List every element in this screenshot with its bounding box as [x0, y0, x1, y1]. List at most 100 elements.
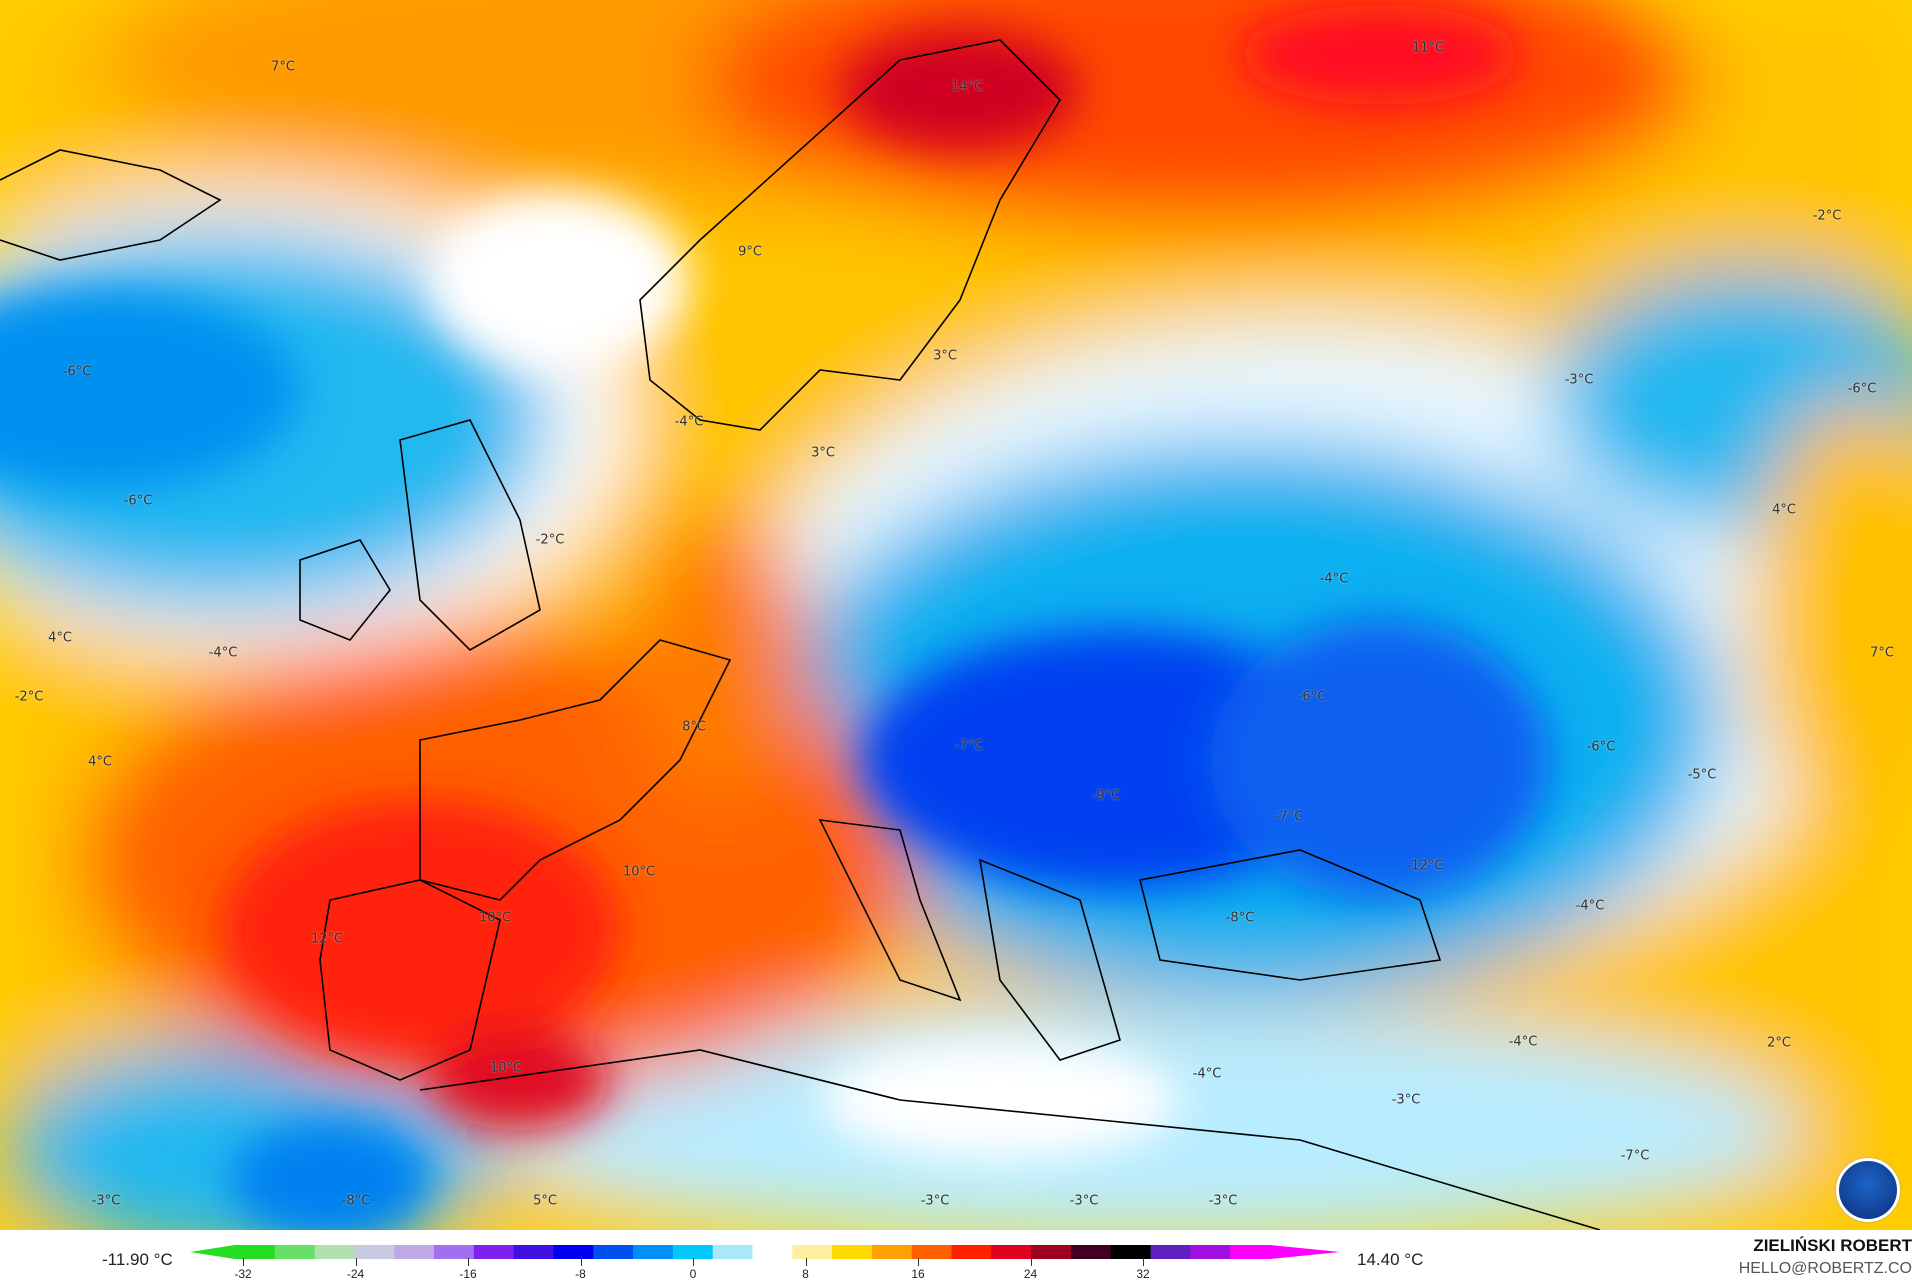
temperature-label: 10°C: [478, 910, 512, 926]
temperature-label: -4°C: [208, 645, 238, 661]
colorbar-swatch: [792, 1245, 833, 1259]
colorbar-swatch: [951, 1245, 992, 1259]
colorbar-swatch: [553, 1245, 594, 1259]
temperature-label: -8°C: [1225, 910, 1255, 926]
colorbar-swatch: [1230, 1245, 1271, 1259]
colorbar-swatch: [593, 1245, 634, 1259]
colorbar-swatch: [434, 1245, 475, 1259]
temperature-label: 10°C: [489, 1060, 523, 1076]
colorbar-swatch: [991, 1245, 1032, 1259]
colorbar-tick-mark: [918, 1258, 919, 1266]
temperature-label: -4°C: [674, 414, 704, 430]
colorbar-swatch: [1190, 1245, 1231, 1259]
temperature-label: 3°C: [811, 445, 835, 461]
temperature-label: -6°C: [1297, 689, 1327, 705]
colorbar-swatch: [633, 1245, 674, 1259]
colorbar-swatch: [314, 1245, 355, 1259]
temperature-field: [0, 0, 1912, 1230]
temperature-label: -5°C: [1687, 767, 1717, 783]
colorbar-tick-label: -32: [234, 1267, 252, 1281]
temperature-label: -4°C: [1575, 898, 1605, 914]
colorbar-tick-label: 24: [1023, 1267, 1038, 1281]
colorbar-tick-label: 8: [802, 1267, 809, 1281]
colorbar-swatch: [513, 1245, 554, 1259]
temperature-label: -7°C: [1620, 1148, 1650, 1164]
temperature-label: 10°C: [622, 864, 656, 880]
temperature-label: -3°C: [91, 1193, 121, 1209]
colorbar-max-arrow: [1270, 1245, 1340, 1259]
colorbar-tick-label: 16: [911, 1267, 925, 1281]
temperature-label: -6°C: [123, 493, 153, 509]
colorbar-tick-mark: [355, 1258, 357, 1266]
colorbar-swatch: [473, 1245, 515, 1259]
colorbar-swatch: [672, 1245, 714, 1259]
temperature-label: -3°C: [1564, 372, 1594, 388]
max-value: 14.40 °C: [1357, 1250, 1424, 1269]
colorbar-tick-mark: [1143, 1258, 1144, 1266]
temperature-anomaly-map: [0, 0, 1912, 1230]
temperature-label: -7°C: [1274, 809, 1304, 825]
temperature-label: 7°C: [271, 59, 295, 75]
colorbar-tick-mark: [693, 1258, 694, 1266]
colorbar-swatch: [354, 1245, 395, 1259]
colorbar-tick-mark: [805, 1258, 807, 1266]
temperature-label: -3°C: [1391, 1092, 1421, 1108]
temperature-label: 5°C: [533, 1193, 557, 1209]
min-value: -11.90 °C: [102, 1250, 173, 1269]
colorbar-swatch: [832, 1245, 873, 1259]
temperature-label: -2°C: [14, 689, 44, 705]
colorbar-swatch: [911, 1245, 953, 1259]
colorbar-swatch: [871, 1245, 913, 1259]
colorbar-min-arrow: [190, 1245, 235, 1259]
temperature-label: 7°C: [1870, 645, 1894, 661]
colorbar-swatch: [752, 1245, 793, 1259]
colorbar-swatch: [1150, 1245, 1191, 1259]
noaa-logo: [1836, 1158, 1900, 1222]
colorbar: [190, 1245, 1340, 1259]
temperature-label: 4°C: [1772, 502, 1796, 518]
temperature-label: 11°C: [1411, 40, 1445, 56]
temperature-label: -6°C: [62, 364, 92, 380]
temperature-label: 2°C: [1767, 1035, 1791, 1051]
temperature-label: -3°C: [920, 1193, 950, 1209]
temperature-label: -4°C: [1319, 571, 1349, 587]
temperature-label: -4°C: [1508, 1034, 1538, 1050]
colorbar-swatch: [235, 1245, 276, 1259]
temperature-label: -7°C: [954, 738, 984, 754]
temperature-label: 8°C: [682, 719, 706, 735]
temperature-label: -8°C: [341, 1193, 371, 1209]
temperature-label: 4°C: [48, 630, 72, 646]
temperature-label: -3°C: [1208, 1193, 1238, 1209]
temperature-label: 14°C: [950, 79, 984, 95]
colorbar-swatch: [1031, 1245, 1072, 1259]
author-email[interactable]: HELLO@ROBERTZ.CO: [1738, 1260, 1912, 1277]
author-credit: ZIELIŃSKI ROBERT: [1753, 1236, 1912, 1255]
colorbar-tick-mark: [468, 1258, 469, 1266]
colorbar-tick-label: -16: [459, 1267, 477, 1281]
temperature-label: -12°C: [1406, 858, 1444, 874]
temperature-label: 9°C: [738, 244, 762, 260]
colorbar-tick-label: -8: [575, 1267, 586, 1281]
colorbar-tick-mark: [243, 1258, 244, 1266]
temperature-label: -3°C: [1069, 1193, 1099, 1209]
colorbar-tick-mark: [1030, 1258, 1032, 1266]
temperature-label: -2°C: [1812, 208, 1842, 224]
colorbar-tick-label: 32: [1136, 1267, 1150, 1281]
colorbar-swatch: [394, 1245, 435, 1259]
coastlines: [0, 39, 1601, 1230]
colorbar-tick-label: 0: [689, 1267, 697, 1281]
temperature-label: 12°C: [310, 931, 344, 947]
temperature-label: -9°C: [1091, 788, 1121, 804]
colorbar-tick-label: -24: [346, 1267, 365, 1281]
temperature-label: -4°C: [1192, 1066, 1222, 1082]
temperature-label: -6°C: [1586, 739, 1616, 755]
temperature-label: -6°C: [1847, 381, 1877, 397]
temperature-label: 4°C: [88, 754, 112, 770]
colorbar-tick-mark: [580, 1258, 582, 1266]
temperature-label: -2°C: [535, 532, 565, 548]
colorbar-swatch: [274, 1245, 316, 1259]
colorbar-swatch: [1070, 1245, 1112, 1259]
temperature-label: 3°C: [933, 348, 957, 364]
colorbar-legend: -11.90 °C -32 -24 -16 -8 0 8 16 24 32 14.40 °C Z…: [0, 1230, 1912, 1287]
colorbar-swatch: [712, 1245, 753, 1259]
